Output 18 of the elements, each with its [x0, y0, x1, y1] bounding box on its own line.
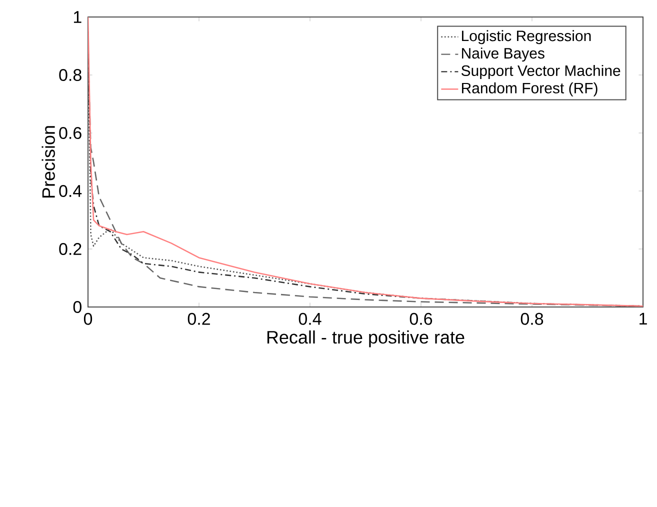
x-axis-title: Recall - true positive rate — [267, 330, 464, 348]
y-tick-label: 1 — [74, 11, 82, 23]
y-axis-title: Precision — [42, 126, 55, 198]
x-tick-label: 0.6 — [410, 312, 432, 325]
x-tick-label: 0.8 — [520, 312, 544, 325]
legend-label: Logistic Regression — [462, 30, 591, 44]
y-tick-label: 0.4 — [59, 184, 82, 198]
x-tick-label: 0 — [84, 312, 92, 325]
y-tick-label: 0.6 — [59, 126, 82, 140]
y-tick-label: 0 — [73, 300, 82, 314]
x-tick-label: 1 — [640, 312, 647, 325]
x-tick-label: 0.2 — [188, 312, 210, 325]
y-tick-label: 0.8 — [59, 68, 82, 82]
legend-label: Naive Bayes — [462, 48, 544, 62]
legend-label: Support Vector Machine — [461, 64, 620, 79]
legend-label: Random Forest (RF) — [462, 82, 598, 96]
y-tick-label: 0.2 — [59, 242, 82, 256]
x-tick-label: 0.4 — [298, 312, 322, 325]
